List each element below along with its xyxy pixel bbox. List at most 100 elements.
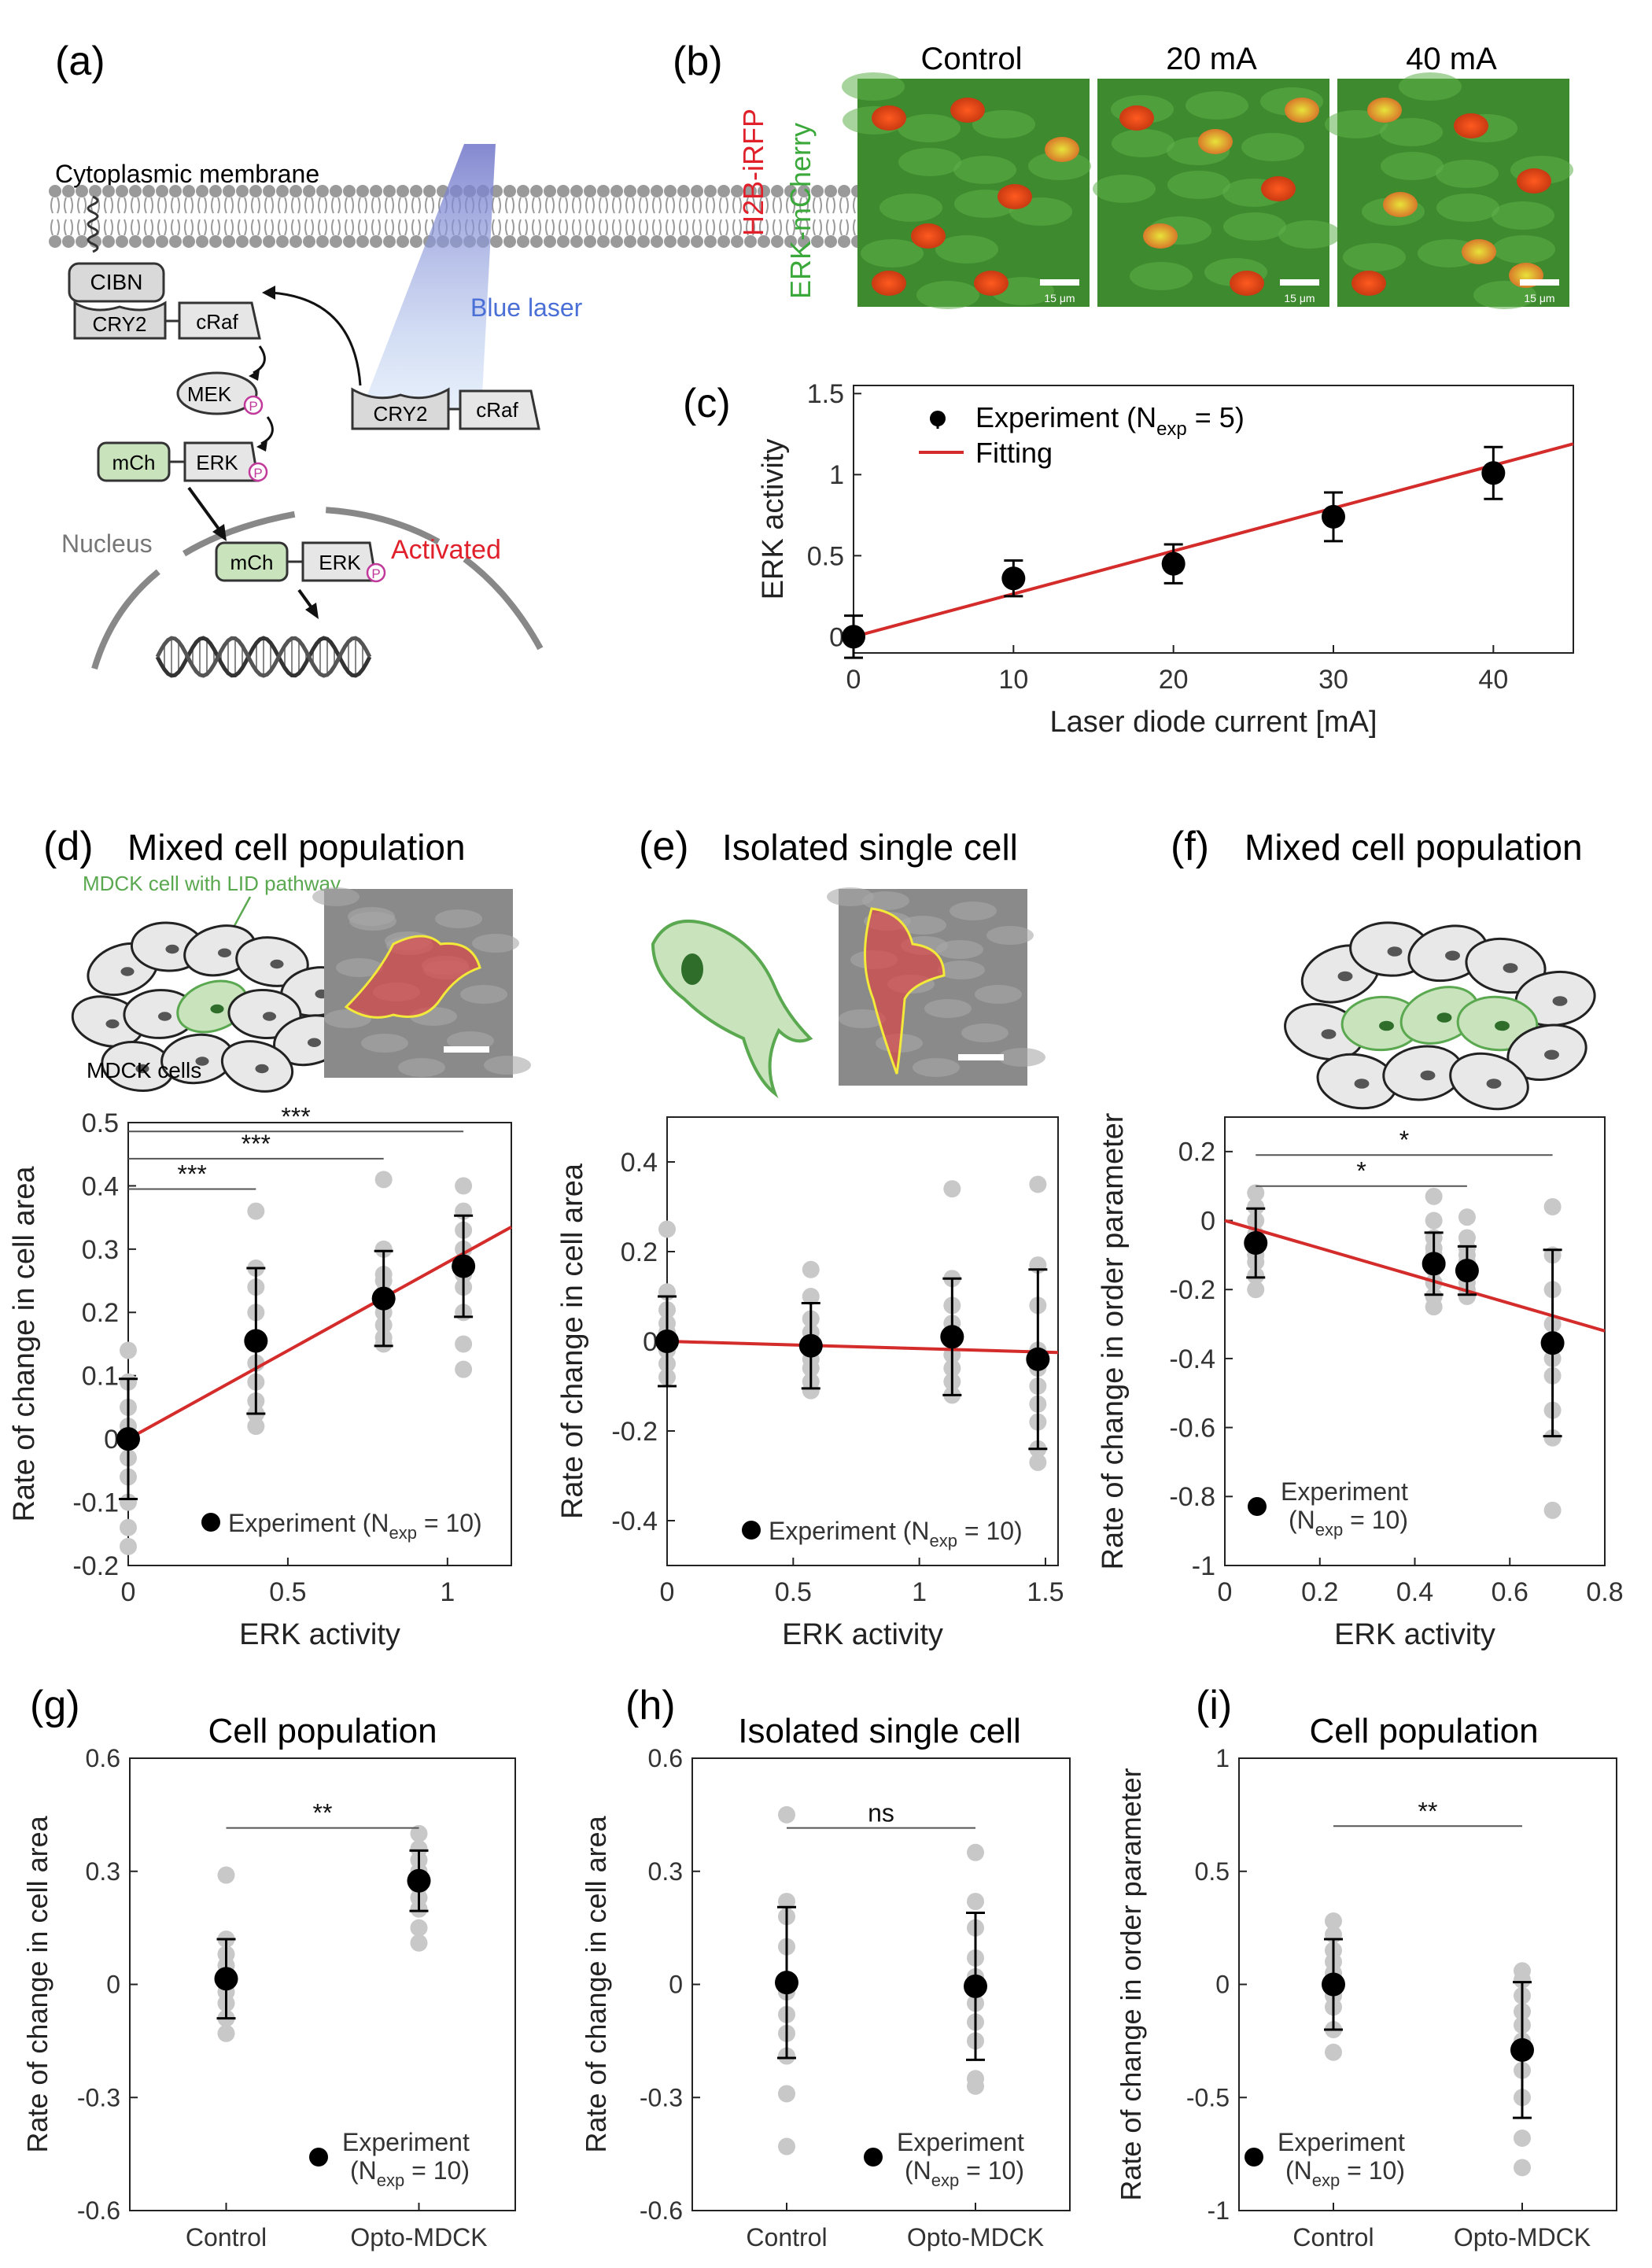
lipid-tail [117, 197, 127, 236]
x-tick-label: 0.5 [269, 1577, 306, 1607]
chart-i: -1 -0.5 0 0.5 1 Control Opto-MDCK Rate of chang… [1115, 1744, 1617, 2251]
x-tick-label: Control [1292, 2223, 1374, 2251]
phospho-label: P [253, 466, 262, 481]
lipid-tail [719, 197, 728, 236]
raw-data-point [374, 1171, 393, 1189]
cell-body [1492, 235, 1555, 264]
panel-h-label: (h) [625, 1683, 676, 1728]
x-tick-label: 0 [121, 1577, 136, 1607]
lipid-head [584, 235, 596, 248]
mean-data-point [964, 1974, 987, 1998]
legend-text: Experiment [1281, 1477, 1408, 1506]
raw-data-point [1514, 2159, 1531, 2177]
legend-marker [309, 2148, 328, 2167]
nucleus-spot [1045, 137, 1079, 162]
lipid-head [289, 185, 302, 197]
x-tick-label: 0.6 [1492, 1577, 1528, 1607]
lipid-head [249, 235, 262, 248]
mean-data-point [1001, 566, 1026, 591]
lipid-head [637, 185, 650, 197]
lipid-tail [773, 197, 782, 236]
lipid-head [263, 185, 275, 197]
cell-nucleus [1495, 1020, 1510, 1031]
y-tick-label: 0.5 [82, 1108, 119, 1138]
legend-text: Experiment [897, 2128, 1024, 2156]
lipid-head [570, 185, 583, 197]
lipid-head [303, 185, 315, 197]
y-tick-label: 0 [829, 622, 844, 652]
raw-data-point [802, 1288, 820, 1305]
raw-data-point [1514, 1971, 1531, 1989]
cell-body [1436, 160, 1499, 188]
panel-f-label: (f) [1171, 824, 1209, 869]
lipid-head [557, 185, 570, 197]
lipid-tail [264, 197, 274, 236]
cry2-box-free [351, 387, 450, 430]
lipid-head [624, 185, 636, 197]
lipid-tail [331, 197, 341, 236]
panel-d-title: Mixed cell population [127, 827, 466, 868]
cell-texture [336, 958, 383, 977]
cell-body [1399, 72, 1462, 101]
legend-text: (Nexp = 10) [1285, 2156, 1405, 2190]
mean-data-point [1026, 1347, 1050, 1371]
legend-subscript: exp [931, 2170, 959, 2190]
cell-cluster-icon [1284, 921, 1596, 1111]
lipid-head [129, 185, 142, 197]
nucleus-spot [1367, 98, 1402, 123]
mean-data-point [1481, 461, 1506, 485]
y-axis-label: Rate of change in cell area [8, 1166, 41, 1522]
lipid-tail [612, 197, 621, 236]
lipid-tail [304, 197, 314, 236]
cell-texture [827, 887, 874, 906]
raw-data-point [1247, 1281, 1265, 1299]
lipid-head [223, 185, 235, 197]
mean-data-point [116, 1427, 140, 1451]
nucleus-spot [872, 105, 906, 131]
y-tick-label: 0.6 [86, 1744, 120, 1772]
lipid-tail [50, 197, 60, 236]
lipid-head [731, 185, 743, 197]
lipid-head [664, 185, 677, 197]
x-axis-label: ERK activity [782, 1618, 943, 1651]
lipid-tail [786, 197, 795, 236]
lipid-head [758, 235, 770, 248]
scale-bar [1280, 279, 1319, 286]
legend-marker [742, 1521, 761, 1540]
mdck-cells-label: MDCK cells [87, 1058, 201, 1082]
legend-text-part: (N [350, 2156, 377, 2185]
lipid-head [530, 185, 543, 197]
y-axis-label: Rate of change in cell area [556, 1163, 589, 1519]
panel-c: (c) 0 0.5 1 1.5 0 10 20 30 40 Laser diode current… [683, 379, 1574, 739]
activated-label: Activated [391, 535, 501, 565]
panel-e: (e) Isolated single cell -0.4 -0.2 0 0.2 0.4… [556, 824, 1064, 1651]
lipid-head [624, 235, 636, 248]
lipid-head [356, 235, 369, 248]
cell-body [1130, 262, 1193, 290]
lipid-head [544, 235, 556, 248]
lipid-tail [639, 197, 648, 236]
x-tick-label: 0.5 [775, 1577, 812, 1607]
lipid-head [610, 235, 623, 248]
column-label-control: Control [921, 42, 1023, 76]
blue-laser-beam [362, 144, 496, 409]
x-axis-label: ERK activity [1334, 1618, 1495, 1651]
legend-text-part: Experiment (N [228, 1509, 389, 1537]
cell-texture [924, 999, 972, 1018]
y-tick-label: -1 [1192, 1551, 1215, 1581]
raw-data-point [778, 2085, 795, 2103]
panel-f: (f) Mixed cell population -1 -0.8 -0.6 -0.4… [1097, 824, 1624, 1651]
legend-text: Experiment (Nexp = 10) [769, 1517, 1023, 1551]
x-axis-label: ERK activity [239, 1618, 400, 1651]
y-tick-label: 1 [829, 460, 844, 490]
cell-body [879, 194, 942, 222]
nucleus-spot [997, 184, 1032, 209]
x-tick-label: 1.5 [1027, 1577, 1064, 1607]
panel-g: (g) Cell population -0.6 -0.3 0 0.3 0.6 Contr… [21, 1683, 516, 2251]
legend-subscript: exp [930, 1531, 957, 1551]
y-axis-label: ERK activity [757, 439, 790, 600]
legend-text-part: (N [1289, 1506, 1315, 1534]
phospho-icon [366, 562, 386, 583]
x-tick-label: Opto-MDCK [1454, 2223, 1591, 2251]
lipid-head [383, 235, 396, 248]
